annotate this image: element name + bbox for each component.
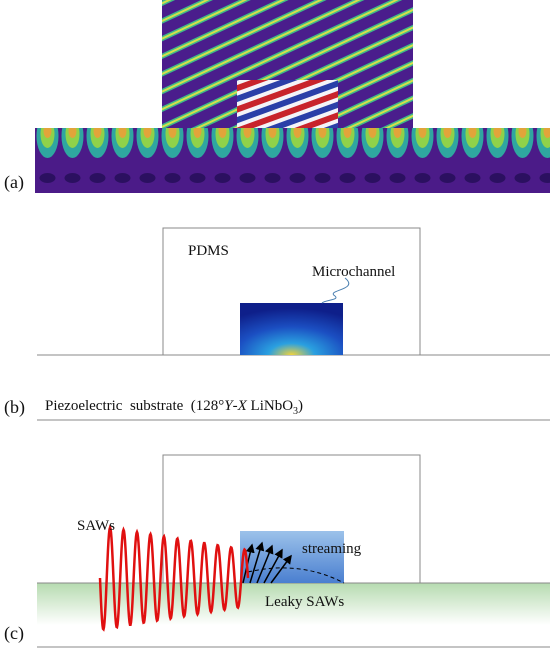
- streaming-path: [247, 567, 345, 584]
- pdms-label: PDMS: [188, 243, 229, 259]
- microchannel: [240, 531, 344, 583]
- text-part: X: [237, 398, 248, 414]
- text-part: Piezoelectric substrate (128°: [45, 398, 224, 414]
- saw-wave: [98, 524, 250, 632]
- substrate-label: Piezoelectric substrate (128°Y-X LiNbO3): [45, 398, 303, 417]
- simulation-substrate: [35, 128, 550, 193]
- text-part: 3: [293, 406, 298, 417]
- panel-label: (c): [4, 623, 24, 644]
- leaky-label: Leaky SAWs: [265, 594, 344, 610]
- text-part: ): [298, 398, 303, 414]
- saws-label: SAWs: [77, 518, 115, 534]
- text-part: -: [233, 398, 238, 414]
- streaming-label: streaming: [302, 541, 362, 557]
- channel-label: Microchannel: [312, 264, 395, 280]
- leader-line: [321, 277, 350, 304]
- substrate: [37, 583, 550, 625]
- text-part: LiNbO: [247, 398, 293, 414]
- panel-label: (b): [4, 397, 25, 418]
- text-part: Y: [224, 398, 234, 414]
- microchannel: [240, 303, 343, 355]
- simulation-channel: [237, 80, 338, 128]
- panel-label: (a): [4, 172, 24, 193]
